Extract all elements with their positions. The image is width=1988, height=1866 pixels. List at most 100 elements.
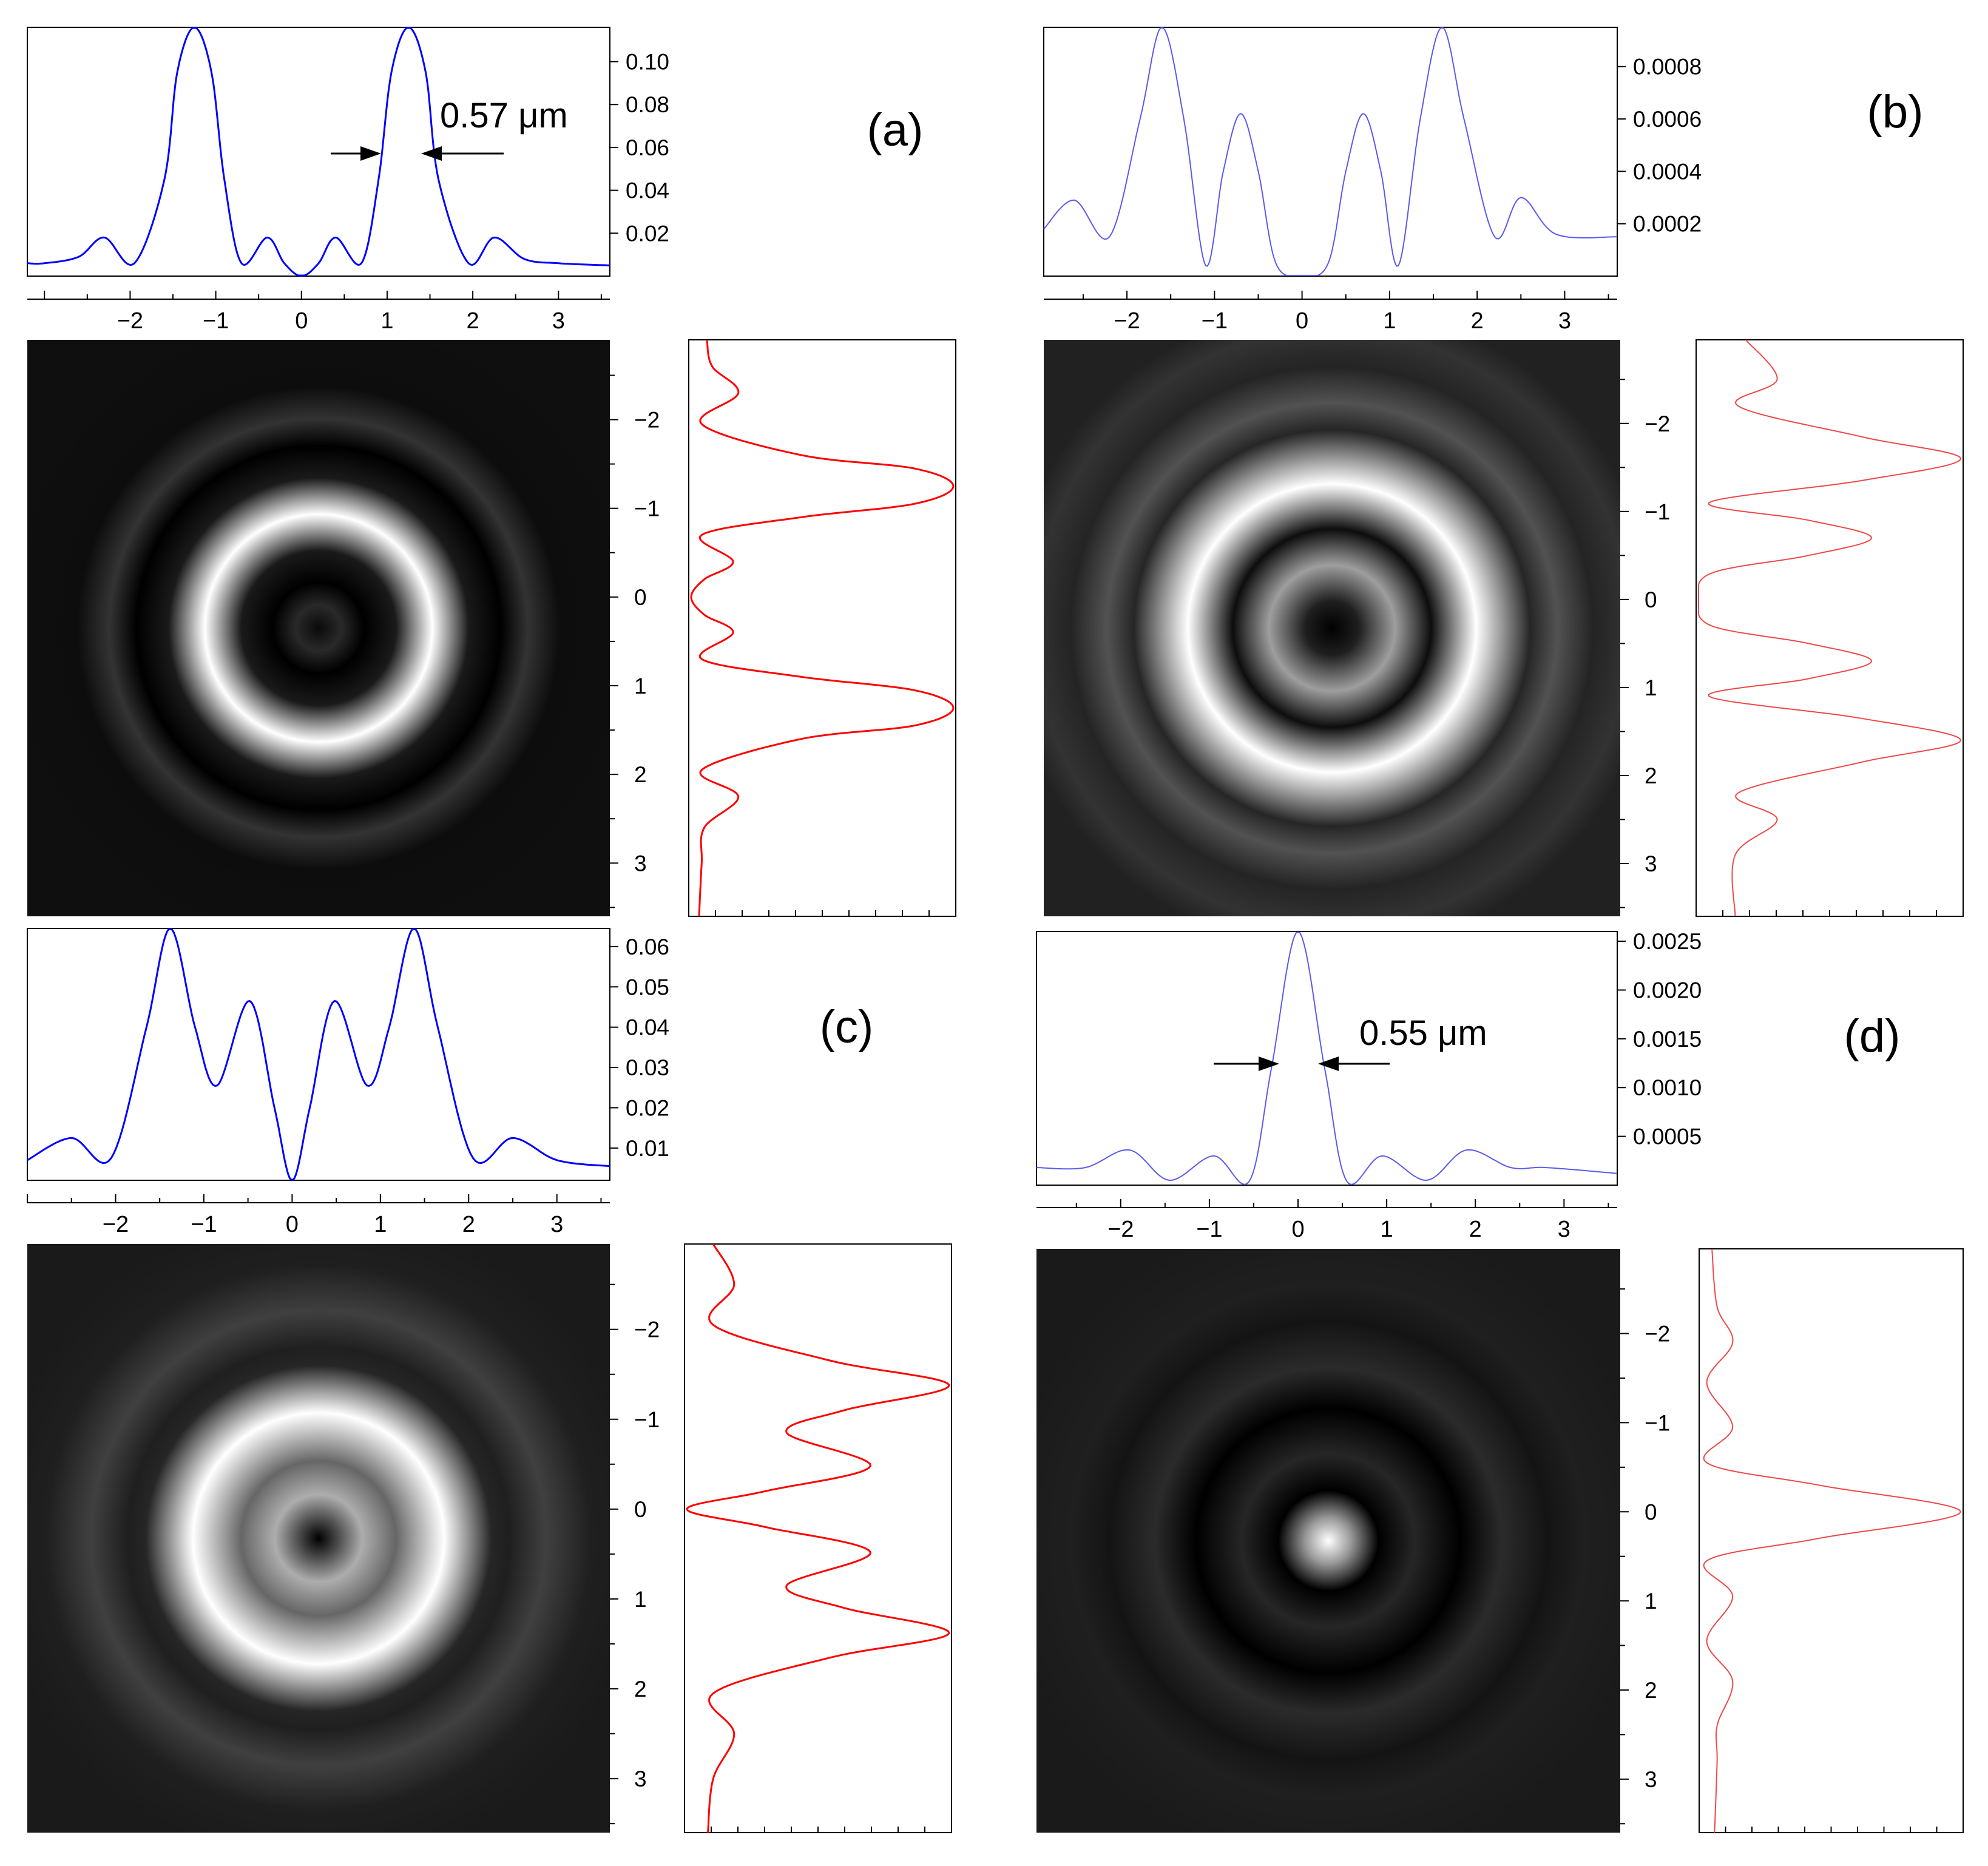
panel-a-x-tick-label: 2 — [467, 308, 479, 334]
panel-d-y-tick-label: 0.0010 — [1633, 1075, 1702, 1100]
panel-c-x-tick-label: −2 — [103, 1212, 129, 1237]
panel-d-x-tick-label: −1 — [1196, 1217, 1222, 1242]
panel-d-profile-y-ticks: 0.0005 0.0010 0.0015 0.0020 0.0025 — [1617, 929, 1702, 1149]
panel-c-y-tick-label: 0.02 — [626, 1095, 669, 1120]
panel-d-y-tick-label: 0.0015 — [1633, 1027, 1702, 1052]
panel-d-y-tick-label: 0.0005 — [1633, 1124, 1702, 1149]
panel-d-map-tick-label: 0 — [1645, 1499, 1657, 1524]
panel-c-cross-section-frame — [684, 1243, 952, 1833]
panel-a-x-tick-label: 0 — [295, 308, 308, 334]
panel-a-y-tick-label: 0.02 — [626, 221, 669, 246]
panel-c-map-tick-label: −1 — [634, 1407, 660, 1432]
panel-a-map-tick-label: −1 — [634, 496, 660, 521]
panel-b-map-tick-label: 0 — [1645, 587, 1657, 612]
panel-b-x-tick-label: −1 — [1202, 308, 1228, 334]
panel-c-x-tick-label: 0 — [286, 1212, 299, 1237]
panel-a-x-tick-label: 1 — [380, 308, 393, 334]
panel-d-cross-section-curve — [1703, 1248, 1962, 1833]
panel-a-cross-section-curve — [690, 339, 955, 917]
panel-c-cross-section-curve — [686, 1243, 950, 1833]
panel-b-profile-y-ticks: 0.0002 0.0004 0.0006 0.0008 — [1617, 55, 1702, 237]
panel-c-label: (c) — [820, 1001, 874, 1053]
panel-d-profile-x-ticks: −2 −1 0 1 2 3 — [1036, 1199, 1617, 1242]
panel-d-width-label: 0.55 μm — [1359, 1013, 1487, 1053]
panel-a-profile-x-ticks: −2 −1 0 1 2 3 — [27, 291, 610, 334]
panel-b-cross-section-curve — [1698, 339, 1962, 917]
panel-a-x-tick-label: −1 — [203, 308, 229, 334]
panel-c-y-tick-label: 0.06 — [626, 935, 669, 959]
panel-a-map-tick-label: 2 — [634, 762, 647, 787]
panel-b-y-tick-label: 0.0006 — [1633, 107, 1702, 132]
panel-a-label: (a) — [867, 104, 924, 156]
panel-b: −2 −1 0 1 2 3 0.0002 0.0004 0.0006 0.0008 (b) −2… — [1043, 27, 1964, 917]
panel-b-x-tick-label: 2 — [1471, 308, 1484, 334]
panel-d-map-tick-label: 2 — [1645, 1678, 1657, 1703]
panel-d-x-tick-label: 1 — [1381, 1217, 1393, 1242]
panel-a-cross-section-frame — [688, 339, 956, 917]
panel-d-map-tick-label: −2 — [1645, 1322, 1670, 1347]
panel-b-map-tick-label: −2 — [1645, 411, 1670, 436]
panel-d-right-arrowhead — [1318, 1056, 1339, 1071]
panel-b-profile-curve — [1043, 27, 1618, 276]
panel-d-x-tick-label: 3 — [1558, 1217, 1570, 1242]
panel-a-x-tick-label: 3 — [552, 308, 565, 334]
panel-c-map-tick-label: 2 — [634, 1677, 647, 1702]
panel-b-x-tick-label: 1 — [1383, 308, 1396, 334]
panel-c-profile-frame — [27, 928, 610, 1181]
panel-d-left-arrowhead — [1259, 1056, 1279, 1071]
panel-c-map-tick-label: 3 — [634, 1766, 647, 1791]
panel-b-x-tick-label: −2 — [1114, 308, 1140, 334]
panel-c-map-tick-label: 0 — [634, 1497, 647, 1522]
panel-b-y-tick-label: 0.0004 — [1633, 159, 1702, 184]
panel-c-profile-y-ticks: 0.01 0.02 0.03 0.04 0.05 0.06 — [610, 935, 669, 1161]
panel-c-x-tick-label: 3 — [550, 1212, 563, 1237]
panel-c: −2 −1 0 1 2 3 0.01 0.02 0.03 0.04 0.05 0.06 (c) −2… — [27, 928, 952, 1833]
panel-b-x-tick-label: 0 — [1296, 308, 1308, 334]
panel-a-right-arrowhead — [421, 146, 442, 161]
panel-c-profile-x-ticks: −2 −1 0 1 2 3 — [27, 1194, 610, 1237]
panel-b-map-tick-label: −1 — [1645, 499, 1670, 524]
panel-b-map-y-ticks: −2 −1 0 1 2 3 — [1620, 379, 1670, 908]
panel-c-x-tick-label: 2 — [462, 1212, 475, 1237]
panel-d-intensity-map — [1036, 1249, 1620, 1833]
panel-a-width-label: 0.57 μm — [440, 96, 568, 135]
panel-d-map-tick-label: 1 — [1645, 1589, 1657, 1614]
panel-a-profile-frame — [27, 27, 610, 277]
panel-b-map-tick-label: 1 — [1645, 675, 1657, 700]
panel-a-y-tick-label: 0.10 — [626, 50, 669, 75]
panel-b-y-tick-label: 0.0002 — [1633, 212, 1702, 237]
panel-d-profile-curve — [1036, 931, 1618, 1185]
panel-a-map-tick-label: 3 — [634, 851, 647, 876]
panel-a-left-arrowhead — [360, 146, 381, 161]
panel-d-x-tick-label: 2 — [1469, 1217, 1482, 1242]
panel-a-profile-curve — [27, 27, 610, 277]
panel-c-x-tick-label: 1 — [374, 1212, 387, 1237]
panel-b-profile-x-ticks: −2 −1 0 1 2 3 — [1044, 291, 1617, 334]
panel-d-map-y-ticks: −2 −1 0 1 2 3 — [1620, 1288, 1670, 1825]
panel-c-map-y-ticks: −2 −1 0 1 2 3 — [610, 1283, 660, 1825]
panel-a-width-annotation: 0.57 μm — [331, 96, 568, 161]
panel-a-x-tick-label: −2 — [117, 308, 143, 334]
panel-a: −2 −1 0 1 2 3 0.02 0.04 0.06 0.08 0.10 (a) 0.57 μ… — [27, 27, 956, 917]
panel-a-y-tick-label: 0.08 — [626, 92, 669, 117]
panel-c-y-tick-label: 0.03 — [626, 1055, 669, 1080]
panel-a-y-tick-label: 0.06 — [626, 135, 669, 160]
panel-d-map-tick-label: 3 — [1645, 1767, 1657, 1792]
panel-c-y-tick-label: 0.01 — [626, 1136, 669, 1161]
panel-a-intensity-map — [27, 340, 610, 916]
panel-b-x-tick-label: 3 — [1558, 308, 1571, 334]
panel-b-label: (b) — [1867, 86, 1924, 138]
panel-a-map-tick-label: −2 — [634, 408, 660, 433]
panel-c-map-tick-label: 1 — [634, 1587, 647, 1612]
panel-d-x-tick-label: 0 — [1291, 1217, 1304, 1242]
panel-a-profile-y-ticks: 0.02 0.04 0.06 0.08 0.10 — [610, 50, 669, 246]
panel-d-profile-frame — [1036, 931, 1618, 1186]
panel-d-map-tick-label: −1 — [1645, 1410, 1670, 1435]
panel-a-map-tick-label: 1 — [634, 674, 647, 698]
panel-d-x-tick-label: −2 — [1107, 1217, 1134, 1242]
panel-c-profile-curve — [27, 928, 610, 1181]
panel-b-map-tick-label: 2 — [1645, 763, 1657, 788]
panel-c-map-tick-label: −2 — [634, 1317, 660, 1342]
panel-d: −2 −1 0 1 2 3 0.00050.00100.00150.00200.0025 … — [1036, 929, 1964, 1833]
